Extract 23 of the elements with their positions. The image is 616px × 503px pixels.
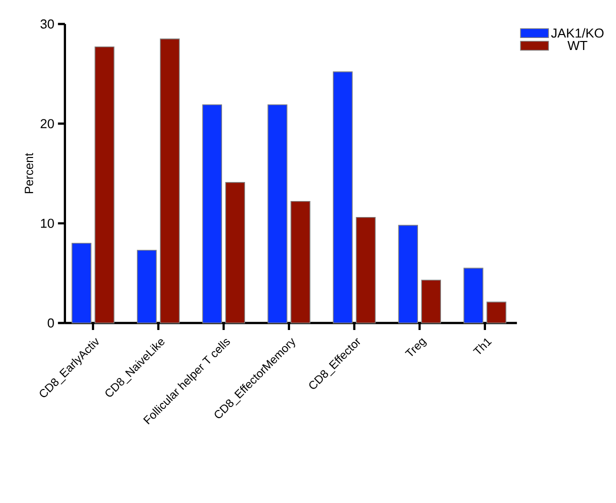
x-tick-label: Treg: [404, 338, 427, 356]
bar: [202, 104, 222, 324]
bar: [356, 216, 376, 324]
y-tick-label: 0: [48, 318, 54, 328]
bar: [72, 242, 92, 324]
bar: [160, 38, 180, 324]
bar: [421, 280, 441, 324]
x-tick-label: Th1: [472, 338, 492, 354]
bar: [290, 200, 310, 324]
bar: [268, 104, 288, 324]
bar: [464, 268, 484, 324]
legend-label: WT: [568, 41, 588, 50]
bar: [398, 224, 418, 324]
bar: [94, 46, 114, 324]
bar: [225, 182, 246, 324]
y-tick-label: 10: [41, 218, 54, 228]
y-axis-title: Percent: [24, 152, 34, 194]
legend-label: JAK1/KO: [551, 28, 604, 38]
bar: [332, 71, 353, 324]
y-tick-label: 30: [40, 19, 54, 29]
y-tick-label: 20: [40, 119, 54, 128]
bar: [136, 250, 157, 324]
bar: [486, 302, 506, 324]
